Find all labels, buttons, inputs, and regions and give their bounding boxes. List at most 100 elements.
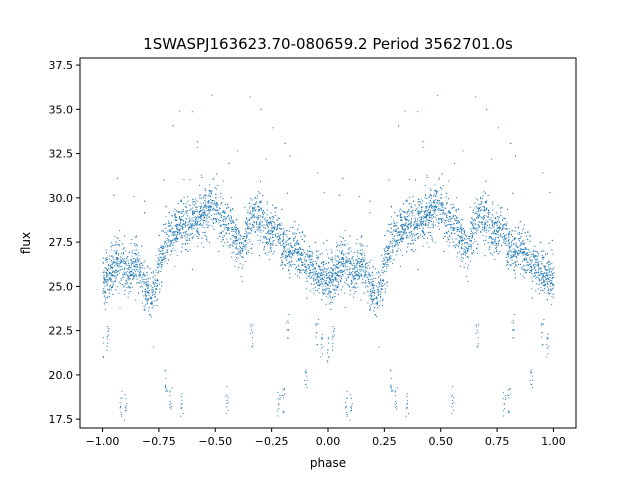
- data-point: [485, 180, 487, 182]
- data-point: [483, 191, 485, 193]
- data-point: [104, 278, 106, 280]
- data-point: [408, 220, 410, 222]
- data-point: [297, 228, 299, 230]
- data-point: [193, 200, 195, 202]
- data-point: [259, 201, 261, 203]
- data-point: [388, 253, 390, 255]
- data-point: [201, 242, 203, 244]
- data-point: [376, 298, 378, 300]
- data-point: [534, 259, 536, 260]
- data-point: [242, 281, 244, 282]
- data-point: [479, 208, 480, 209]
- data-point: [182, 228, 183, 230]
- data-point: [282, 250, 284, 252]
- data-point: [426, 177, 428, 178]
- data-point: [287, 251, 289, 253]
- data-point: [235, 235, 237, 237]
- data-point: [461, 246, 463, 248]
- data-point: [452, 245, 454, 247]
- data-point: [281, 260, 283, 262]
- data-point: [200, 220, 202, 222]
- data-point: [473, 209, 474, 211]
- data-point: [447, 211, 449, 213]
- data-point: [114, 271, 116, 272]
- data-point: [477, 208, 479, 209]
- data-point: [343, 292, 345, 294]
- scatter-points: [102, 94, 555, 421]
- data-point: [417, 238, 419, 239]
- data-point: [234, 265, 236, 267]
- data-point: [336, 249, 338, 251]
- data-point: [283, 246, 285, 248]
- data-point: [117, 259, 118, 261]
- data-point: [366, 277, 368, 278]
- data-point: [533, 276, 535, 277]
- data-point: [435, 219, 437, 221]
- data-point: [355, 275, 357, 277]
- data-point: [260, 231, 262, 233]
- data-point: [254, 230, 256, 232]
- data-point: [515, 251, 517, 253]
- data-point: [232, 209, 234, 211]
- data-point: [266, 238, 268, 240]
- data-point: [436, 193, 438, 195]
- data-point: [393, 220, 395, 222]
- data-point: [495, 237, 497, 239]
- data-point: [233, 222, 235, 224]
- data-point: [527, 264, 529, 266]
- data-point: [283, 228, 285, 230]
- data-point: [435, 199, 437, 201]
- data-point: [277, 217, 279, 219]
- data-point: [319, 277, 321, 278]
- data-point: [464, 243, 466, 245]
- data-point: [399, 265, 401, 267]
- data-point: [106, 257, 108, 259]
- data-point: [298, 244, 300, 245]
- data-point: [182, 220, 184, 222]
- data-point: [526, 259, 528, 261]
- data-point: [324, 274, 326, 276]
- data-point: [212, 204, 214, 206]
- data-point: [310, 259, 312, 261]
- data-point: [208, 200, 210, 202]
- data-point: [178, 212, 180, 214]
- data-point: [455, 220, 457, 222]
- data-point: [269, 238, 271, 240]
- data-point: [368, 295, 370, 297]
- data-point: [159, 283, 160, 285]
- data-point: [123, 286, 125, 288]
- data-point: [299, 272, 301, 274]
- data-point: [128, 263, 130, 265]
- data-point: [164, 231, 166, 233]
- data-point: [197, 232, 199, 234]
- data-point: [191, 111, 193, 113]
- data-point: [371, 298, 373, 300]
- data-point: [158, 270, 160, 272]
- data-point: [170, 230, 172, 232]
- data-point: [400, 225, 402, 227]
- data-point: [495, 218, 497, 220]
- data-point: [478, 213, 480, 215]
- data-point: [205, 205, 207, 207]
- data-point: [279, 218, 281, 220]
- data-point: [503, 217, 505, 219]
- data-point: [277, 241, 279, 243]
- data-point: [289, 263, 291, 265]
- data-point: [544, 285, 546, 287]
- data-point: [205, 202, 207, 204]
- data-point: [451, 217, 453, 219]
- data-point: [156, 261, 158, 262]
- data-point: [111, 278, 112, 280]
- data-point: [360, 299, 362, 301]
- data-point: [253, 213, 255, 215]
- data-point: [168, 238, 170, 240]
- data-point: [534, 263, 536, 265]
- data-point: [290, 257, 292, 259]
- data-point: [260, 236, 262, 238]
- data-point: [154, 275, 156, 277]
- data-point: [531, 288, 533, 290]
- data-point: [523, 252, 525, 254]
- data-point: [156, 288, 158, 290]
- data-point: [118, 269, 120, 271]
- data-point: [355, 273, 357, 275]
